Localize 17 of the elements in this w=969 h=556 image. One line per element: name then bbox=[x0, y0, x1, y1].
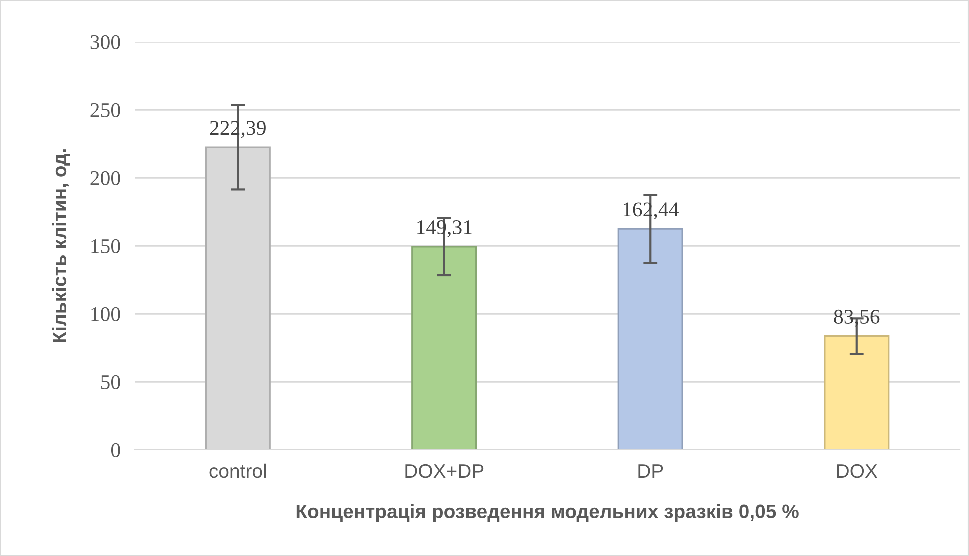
y-tick-label: 200 bbox=[90, 171, 120, 186]
bar bbox=[618, 228, 684, 450]
y-axis-title: Кількість клітин, од. bbox=[52, 150, 70, 342]
x-tick-label: DOX+DP bbox=[406, 464, 484, 478]
x-tick-label: DOX bbox=[837, 464, 878, 478]
y-tick-label: 0 bbox=[111, 443, 120, 458]
y-tick-label: 150 bbox=[92, 239, 120, 254]
x-tick-label: control bbox=[210, 464, 266, 478]
data-label: 83,56 bbox=[834, 310, 880, 327]
y-tick-label: 100 bbox=[92, 307, 120, 322]
y-tick-label: 250 bbox=[90, 103, 120, 118]
y-tick-label: 300 bbox=[90, 35, 120, 50]
y-tick-label: 50 bbox=[101, 375, 120, 390]
bar bbox=[412, 246, 478, 450]
x-tick-label: DP bbox=[638, 464, 664, 478]
bar bbox=[824, 336, 890, 450]
x-axis-title: Концентрація розведення модельних зразків 0,05 % bbox=[296, 504, 799, 522]
